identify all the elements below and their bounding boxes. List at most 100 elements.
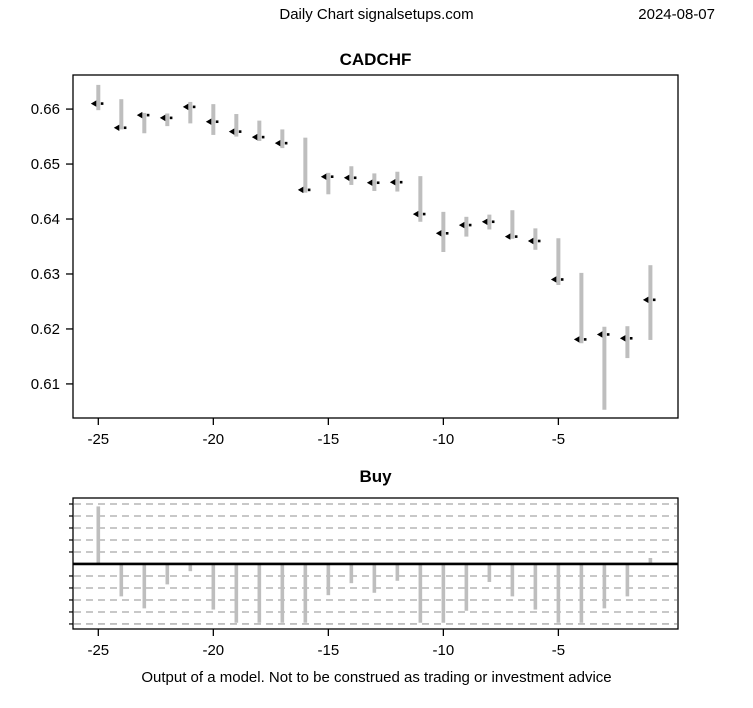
price-bar — [418, 176, 423, 222]
close-marker-dot — [192, 105, 196, 109]
price-chart-title: CADCHF — [339, 50, 412, 69]
price-bar — [257, 120, 262, 141]
close-marker-dot — [606, 333, 610, 336]
close-marker-dot — [353, 176, 357, 180]
signal-bar — [533, 563, 538, 610]
signal-bar — [349, 563, 354, 584]
price-bar — [372, 173, 377, 191]
close-marker-dot — [330, 175, 334, 178]
signal-bar — [165, 563, 170, 585]
close-marker-dot — [491, 220, 495, 224]
price-bar — [303, 137, 308, 193]
x-axis: -25 -20 -15 -10 -5 — [87, 629, 565, 659]
close-marker-arrow — [251, 133, 258, 141]
signal-bar — [280, 563, 285, 623]
close-marker-dot — [560, 278, 564, 281]
price-bar — [119, 99, 124, 130]
price-bar — [533, 228, 538, 250]
close-marker-arrow — [136, 111, 143, 119]
signal-bar — [119, 563, 124, 597]
close-marker-dot — [629, 336, 633, 340]
price-bar — [579, 272, 584, 344]
close-marker-dot — [652, 298, 656, 302]
close-marker-arrow — [366, 179, 373, 186]
y-axis: 0.61 0.62 0.63 0.64 0.65 0.66 — [31, 101, 73, 393]
tick-label: -20 — [202, 431, 224, 448]
signal-bar — [211, 563, 216, 610]
close-marker-dot — [422, 212, 426, 216]
price-bar — [464, 216, 469, 237]
tick-label: -10 — [433, 642, 455, 659]
signal-bar — [372, 563, 377, 593]
close-marker-arrow — [297, 186, 304, 194]
tick-label: -25 — [87, 642, 109, 659]
close-marker-arrow — [228, 128, 235, 135]
signal-bar — [625, 563, 630, 597]
close-marker-arrow — [527, 237, 534, 245]
signal-bar — [303, 563, 308, 623]
close-marker-arrow — [343, 174, 350, 181]
signal-bar — [142, 563, 147, 609]
tick-label: -25 — [87, 431, 109, 448]
price-bar — [602, 326, 607, 410]
x-axis: -25 -20 -15 -10 -5 — [87, 418, 565, 448]
price-bar — [556, 238, 561, 285]
close-marker-arrow — [90, 100, 97, 107]
price-bar — [487, 214, 492, 230]
price-bar — [349, 166, 354, 185]
signal-bar — [257, 563, 262, 623]
close-marker-arrow — [205, 118, 212, 125]
close-marker-dot — [284, 141, 288, 145]
plot-border — [72, 497, 679, 630]
signal-bar — [487, 563, 492, 582]
close-marker-dot — [123, 126, 127, 130]
price-bar — [441, 211, 446, 252]
report-date: 2024-08-07 — [638, 6, 715, 23]
price-bar — [211, 104, 216, 135]
close-marker-arrow — [619, 335, 626, 342]
close-marker-dot — [169, 116, 173, 120]
tick-label: 0.66 — [31, 101, 60, 118]
signal-bar — [395, 563, 400, 581]
price-bar — [188, 101, 193, 124]
price-bar — [648, 265, 653, 340]
close-marker-arrow — [182, 103, 189, 111]
close-marker-arrow — [113, 124, 120, 131]
tick-label: -5 — [552, 431, 565, 448]
close-marker-dot — [215, 120, 219, 124]
signal-bar — [464, 563, 469, 611]
close-marker-dot — [376, 181, 380, 185]
close-marker-dot — [514, 235, 518, 238]
price-bar — [326, 172, 331, 195]
signal-bar — [418, 563, 423, 623]
close-marker-arrow — [504, 233, 511, 240]
price-bar — [510, 210, 515, 239]
signal-bar — [556, 563, 561, 623]
close-marker-arrow — [435, 230, 442, 237]
close-marker-arrow — [274, 139, 281, 147]
close-marker-dot — [307, 188, 311, 192]
signal-bar — [234, 563, 239, 623]
signal-bar — [579, 563, 584, 623]
close-marker-arrow — [642, 296, 649, 304]
tick-label: 0.65 — [31, 156, 60, 173]
tick-label: -5 — [552, 642, 565, 659]
signal-bar — [188, 563, 193, 572]
close-marker-dot — [537, 239, 541, 243]
price-chart: 0.61 0.62 0.63 0.64 0.65 0.66 -25 -20 -15 -10 -5 — [31, 74, 679, 448]
close-marker-arrow — [550, 276, 557, 283]
close-marker-arrow — [320, 173, 327, 180]
tick-label: -10 — [433, 431, 455, 448]
close-marker-dot — [238, 130, 242, 133]
signal-chart-title: Buy — [359, 467, 392, 486]
plot-border — [72, 74, 679, 419]
tick-label: 0.61 — [31, 376, 60, 393]
tick-label: -20 — [202, 642, 224, 659]
signal-bar — [648, 557, 653, 564]
page-title: Daily Chart signalsetups.com — [279, 6, 474, 23]
signal-bars — [96, 506, 653, 623]
tick-label: -15 — [317, 642, 339, 659]
close-marker-arrow — [596, 331, 603, 338]
close-marker-dot — [468, 223, 472, 227]
